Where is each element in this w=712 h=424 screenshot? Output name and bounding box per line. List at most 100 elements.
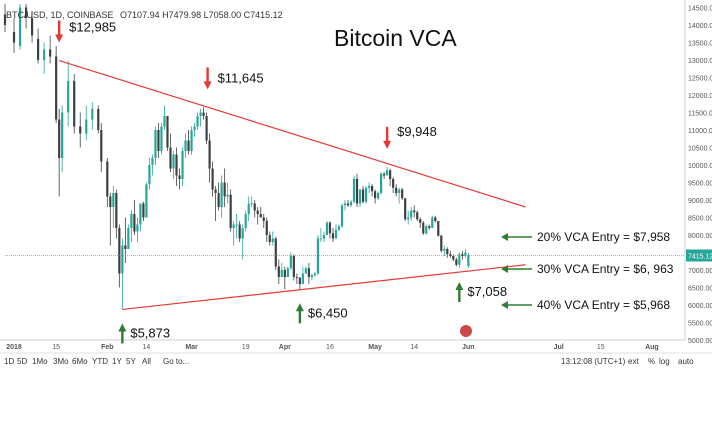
candle-body	[178, 175, 181, 179]
x-tick-label: Feb	[101, 344, 113, 351]
candle-body	[166, 116, 169, 148]
candle-body	[355, 179, 359, 204]
candle-body	[142, 203, 145, 218]
x-tick-label: 19	[242, 344, 250, 351]
timeframe-button-5[interactable]: YTD	[92, 357, 108, 366]
candle-body	[422, 222, 425, 234]
candle-body	[319, 238, 323, 240]
candle-body	[361, 189, 365, 202]
timeframe-button-3[interactable]: 3Mo	[53, 357, 69, 366]
candle-body	[340, 205, 344, 227]
y-tick-label: 14000.00	[688, 23, 712, 30]
candle-body	[193, 126, 196, 130]
candle-body	[458, 254, 461, 265]
y-tick-label: 9500.00	[688, 181, 712, 188]
candle-body	[428, 226, 431, 228]
timeframe-button-6[interactable]: 1Y	[112, 357, 122, 366]
y-tick-label: 6500.00	[688, 286, 712, 293]
peak-label: $11,645	[218, 70, 264, 85]
candle-body	[157, 130, 160, 151]
candle-body	[404, 198, 407, 220]
vca-arrow-icon	[501, 301, 508, 309]
candle-body	[464, 252, 467, 256]
timeframe-button-4[interactable]: 6Mo	[72, 357, 88, 366]
candle-body	[256, 210, 259, 214]
candle-body	[386, 170, 389, 176]
candle-body	[316, 238, 320, 274]
candle-body	[118, 228, 121, 274]
candle-body	[169, 147, 172, 169]
x-tick-label: Apr	[279, 344, 291, 351]
candle-body	[223, 182, 226, 197]
candle-body	[346, 203, 350, 206]
candle-body	[383, 173, 386, 176]
scale-option-2[interactable]: log	[659, 357, 670, 366]
timeframe-button-7[interactable]: 5Y	[126, 357, 136, 366]
candle-body	[334, 229, 338, 239]
y-tick-label: 5500.00	[688, 321, 712, 328]
candle-body	[172, 154, 175, 169]
candle-body	[364, 187, 368, 202]
candle-body	[262, 217, 265, 221]
candle-body	[452, 256, 455, 260]
candle-body	[226, 194, 229, 197]
candle-body	[61, 112, 64, 158]
candle-body	[49, 49, 52, 57]
badge-icon	[460, 325, 472, 337]
y-tick-label: 8000.00	[688, 233, 712, 240]
candle-body	[199, 112, 202, 116]
up-arrow-icon	[295, 303, 304, 312]
vca-arrow-icon	[501, 265, 508, 273]
symbol-label[interactable]: BTC/USD, 1D, COINBASE	[6, 10, 114, 20]
candle-body	[376, 193, 380, 199]
candle-body	[24, 7, 28, 18]
candle-body	[283, 270, 286, 277]
timeframe-button-9[interactable]: Go to...	[163, 357, 190, 366]
candle-body	[434, 217, 437, 221]
candle-body	[250, 203, 253, 205]
x-tick-label: Jun	[462, 344, 474, 351]
candle-body	[307, 268, 310, 277]
candle-body	[440, 235, 443, 251]
candle-body	[274, 238, 277, 267]
candle-body	[136, 224, 139, 232]
timeframe-button-2[interactable]: 1Mo	[32, 357, 48, 366]
timeframe-button-0[interactable]: 1D	[4, 357, 15, 366]
candle-body	[181, 151, 184, 179]
scale-option-3[interactable]: auto	[678, 357, 694, 366]
candle-body	[109, 196, 112, 207]
candle-body	[259, 214, 262, 218]
y-tick-label: 5000.00	[688, 338, 712, 345]
timeframe-button-1[interactable]: 5D	[17, 357, 28, 366]
candle-body	[232, 224, 235, 228]
candle-body	[67, 81, 70, 113]
vca-entry-label: 40% VCA Entry = $5,968	[537, 298, 670, 312]
scale-option-1[interactable]: %	[648, 357, 656, 366]
candle-body	[151, 158, 154, 165]
trough-label: $7,058	[467, 284, 507, 299]
candle-body	[241, 228, 244, 239]
candle-body	[163, 116, 166, 127]
candle-body	[389, 170, 392, 179]
y-tick-label: 13000.00	[688, 58, 712, 65]
candle-body	[467, 255, 470, 267]
candle-body	[97, 109, 100, 130]
x-tick-label: 15	[52, 344, 60, 351]
candle-body	[133, 214, 136, 232]
candle-body	[238, 224, 241, 239]
y-tick-label: 12500.00	[688, 76, 712, 83]
trough-label: $6,450	[308, 305, 348, 320]
candle-body	[12, 32, 16, 43]
candle-body	[3, 14, 7, 25]
scale-option-0[interactable]: ext	[628, 357, 639, 366]
candle-body	[401, 189, 404, 199]
candle-body	[139, 203, 142, 225]
candle-body	[277, 266, 280, 277]
timeframe-button-8[interactable]: All	[142, 357, 151, 366]
peak-label: $12,985	[69, 20, 116, 35]
candle-body	[79, 126, 82, 134]
candle-body	[292, 256, 295, 277]
candle-body	[298, 277, 301, 284]
candle-body	[55, 56, 58, 120]
